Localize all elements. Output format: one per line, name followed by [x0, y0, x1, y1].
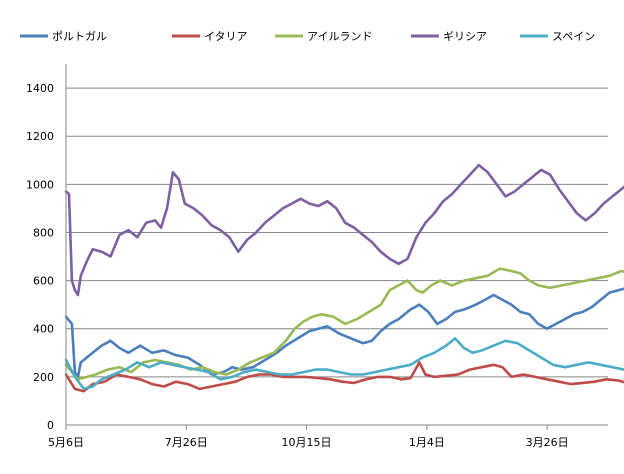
- y-tick-label: 1400: [26, 82, 54, 95]
- y-axis-tick-labels: 0 200 400 600 800 1000 1200 1400: [26, 82, 54, 432]
- legend-label: ポルトガル: [52, 30, 107, 43]
- series-line-2: [64, 361, 624, 393]
- x-tick-label: 3月26日: [526, 436, 569, 449]
- y-tick-label: 200: [33, 371, 54, 384]
- x-tick-label: 5月6日: [48, 436, 84, 449]
- series-line-5: [64, 337, 624, 391]
- gridlines: [66, 87, 608, 378]
- y-tick-label: 1200: [26, 130, 54, 143]
- series-line-4: [64, 163, 624, 297]
- y-tick-label: 1000: [26, 178, 54, 191]
- legend-label: スペイン: [552, 30, 595, 43]
- x-axis-ticks: [65, 425, 548, 430]
- legend-label: アイルランド: [307, 30, 372, 43]
- series-line-1: [64, 287, 624, 379]
- legend-label: イタリア: [204, 30, 248, 43]
- x-axis-tick-labels: 5月6日 7月26日 10月15日 1月4日 3月26日: [48, 436, 569, 449]
- x-tick-label: 1月4日: [409, 436, 445, 449]
- y-tick-label: 400: [33, 323, 54, 336]
- x-tick-label: 10月15日: [282, 436, 332, 449]
- y-tick-label: 800: [33, 226, 54, 239]
- x-tick-label: 7月26日: [165, 436, 208, 449]
- y-tick-label: 0: [47, 419, 54, 432]
- series-line-3: [64, 267, 624, 381]
- legend: ポルトガル イタリア アイルランド ギリシア スペイン: [20, 30, 595, 43]
- legend-label: ギリシア: [443, 30, 487, 43]
- y-tick-label: 600: [33, 275, 54, 288]
- series-lines: [64, 163, 624, 393]
